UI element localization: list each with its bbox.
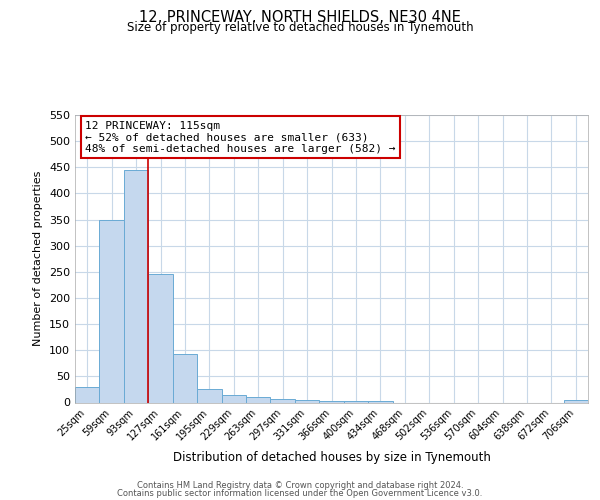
Bar — [368, 401, 392, 402]
Bar — [100, 220, 124, 402]
Y-axis label: Number of detached properties: Number of detached properties — [34, 171, 43, 346]
Text: 12, PRINCEWAY, NORTH SHIELDS, NE30 4NE: 12, PRINCEWAY, NORTH SHIELDS, NE30 4NE — [139, 10, 461, 25]
Bar — [75, 387, 100, 402]
Bar — [295, 400, 319, 402]
Bar — [124, 170, 148, 402]
Bar — [221, 394, 246, 402]
Bar — [173, 354, 197, 403]
Text: Contains public sector information licensed under the Open Government Licence v3: Contains public sector information licen… — [118, 488, 482, 498]
Bar — [197, 390, 221, 402]
X-axis label: Distribution of detached houses by size in Tynemouth: Distribution of detached houses by size … — [173, 450, 490, 464]
Text: 12 PRINCEWAY: 115sqm
← 52% of detached houses are smaller (633)
48% of semi-deta: 12 PRINCEWAY: 115sqm ← 52% of detached h… — [85, 120, 396, 154]
Bar — [319, 401, 344, 402]
Bar — [148, 274, 173, 402]
Bar — [563, 400, 588, 402]
Text: Size of property relative to detached houses in Tynemouth: Size of property relative to detached ho… — [127, 21, 473, 34]
Bar — [271, 399, 295, 402]
Bar — [246, 398, 271, 402]
Text: Contains HM Land Registry data © Crown copyright and database right 2024.: Contains HM Land Registry data © Crown c… — [137, 481, 463, 490]
